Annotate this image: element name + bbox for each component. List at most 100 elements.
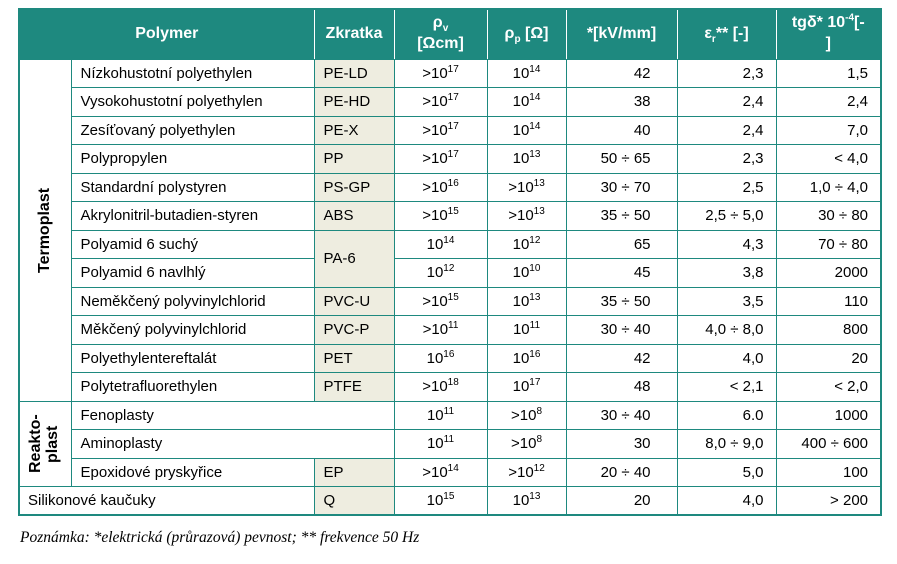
value-eps: 2,3 [676, 144, 777, 174]
abbr-cell: PVC-P [313, 315, 395, 345]
value-tgd: 400 ÷ 600 [775, 429, 882, 459]
category-label-termoplast: Termoplast [36, 187, 54, 273]
table-row: Zesíťovaný polyethylen PE-X >1017 1014 4… [19, 115, 882, 145]
value-tgd: 100 [775, 457, 882, 487]
value-tgd: 1,5 [775, 58, 882, 88]
value-eps: 4,0 [676, 486, 777, 516]
value-tgd: 110 [775, 286, 882, 316]
value-rho-p: >1013 [486, 201, 567, 231]
value-eps: 3,8 [676, 258, 777, 288]
value-rho-v: >1017 [393, 115, 488, 145]
col-header-tgd: tgδ* 10-4[-] [775, 8, 882, 60]
value-kv: 50 ÷ 65 [565, 144, 678, 174]
value-tgd: 70 ÷ 80 [775, 229, 882, 259]
value-eps: 4,0 [676, 343, 777, 373]
value-rho-v: >1016 [393, 172, 488, 202]
col-header-zkratka: Zkratka [313, 8, 395, 60]
table-row: Silikonové kaučuky Q 1015 1013 20 4,0 > … [18, 486, 882, 516]
value-kv: 30 ÷ 70 [565, 172, 678, 202]
value-rho-p: >108 [486, 429, 567, 459]
value-eps: 5,0 [676, 457, 777, 487]
abbr-cell: PTFE [313, 372, 395, 402]
value-rho-v: 1012 [393, 258, 488, 288]
value-tgd: 2,4 [775, 87, 882, 117]
table-row: Polyamid 6 suchý PA-6 1014 1012 65 4,3 7… [19, 229, 882, 288]
col-header-rho-p: ρp [Ω] [486, 8, 567, 60]
value-rho-p: 1017 [486, 372, 567, 402]
value-tgd: 30 ÷ 80 [775, 201, 882, 231]
polymer-name: Nízkohustotní polyethylen [70, 58, 315, 88]
value-tgd: 7,0 [775, 115, 882, 145]
col-header-rho-v: ρv [Ωcm] [393, 8, 488, 60]
value-kv: 35 ÷ 50 [565, 286, 678, 316]
abbr-cell: ABS [313, 201, 395, 231]
abbr-cell: PET [313, 343, 395, 373]
footnote: Poznámka: *elektrická (průrazová) pevnos… [20, 529, 420, 546]
value-rho-p: 1013 [486, 486, 567, 516]
table-row: Vysokohustotní polyethylen PE-HD >1017 1… [19, 87, 882, 117]
value-eps: 3,5 [676, 286, 777, 316]
col-header-kv: *[kV/mm] [565, 8, 678, 60]
polymer-name: Polytetrafluorethylen [70, 372, 315, 402]
value-eps: 8,0 ÷ 9,0 [676, 429, 777, 459]
value-rho-p: 1013 [486, 144, 567, 174]
table-row: Neměkčený polyvinylchlorid PVC-U >1015 1… [19, 286, 882, 316]
value-eps: 2,4 [676, 87, 777, 117]
value-tgd: 1000 [775, 400, 882, 430]
polymer-name: Polyamid 6 navlhlý [70, 258, 315, 288]
polymer-name: Epoxidové pryskyřice [70, 457, 315, 487]
polymer-name: Zesíťovaný polyethylen [70, 115, 315, 145]
value-eps: 2,3 [676, 58, 777, 88]
col-header-polymer: Polymer [18, 8, 315, 60]
table-row: Akrylonitril-butadien-styren ABS >1015 >… [19, 201, 882, 231]
abbr-cell: PE-X [313, 115, 395, 145]
value-rho-p: 1012 [486, 229, 567, 259]
category-cell-termoplast: Termoplast [18, 58, 72, 402]
value-rho-v: >1017 [393, 58, 488, 88]
value-rho-p: 1016 [486, 343, 567, 373]
value-rho-v: >1017 [393, 87, 488, 117]
polymer-name: Neměkčený polyvinylchlorid [70, 286, 315, 316]
value-eps: 2,4 [676, 115, 777, 145]
value-rho-v: 1011 [393, 400, 488, 430]
value-kv: 30 [565, 429, 678, 459]
table-row: Aminoplasty 1011 >108 30 8,0 ÷ 9,0 400 ÷… [19, 429, 882, 459]
polymer-name: Měkčený polyvinylchlorid [70, 315, 315, 345]
polymer-name: Silikonové kaučuky [18, 486, 315, 516]
value-kv: 35 ÷ 50 [565, 201, 678, 231]
polymer-name: Polypropylen [70, 144, 315, 174]
value-rho-v: 1011 [393, 429, 488, 459]
value-kv: 20 ÷ 40 [565, 457, 678, 487]
table-row: Epoxidové pryskyřice EP >1014 >1012 20 ÷… [19, 457, 882, 487]
value-tgd: < 2,0 [775, 372, 882, 402]
polymer-name: Polyamid 6 suchý [70, 229, 315, 259]
value-rho-v: >1014 [393, 457, 488, 487]
polymer-name: Akrylonitril-butadien-styren [70, 201, 315, 231]
abbr-cell: Q [313, 486, 395, 516]
value-eps: 2,5 ÷ 5,0 [676, 201, 777, 231]
table-row: Polytetrafluorethylen PTFE >1018 1017 48… [19, 372, 882, 402]
value-kv: 45 [565, 258, 678, 288]
value-rho-v: >1011 [393, 315, 488, 345]
header-row: Polymer Zkratka ρv [Ωcm] ρp [Ω] *[kV/mm] … [18, 8, 882, 60]
table-row: Standardní polystyren PS-GP >1016 >1013 … [19, 172, 882, 202]
polymer-name: Standardní polystyren [70, 172, 315, 202]
value-rho-v: >1017 [393, 144, 488, 174]
value-eps: 2,5 [676, 172, 777, 202]
value-kv: 48 [565, 372, 678, 402]
table-row: Termoplast Nízkohustotní polyethylen PE-… [18, 58, 882, 402]
value-rho-v: >1015 [393, 201, 488, 231]
value-rho-p: 1011 [486, 315, 567, 345]
value-kv: 30 ÷ 40 [565, 400, 678, 430]
abbr-cell: PVC-U [313, 286, 395, 316]
value-tgd: 20 [775, 343, 882, 373]
value-rho-p: 1014 [486, 115, 567, 145]
value-tgd: 2000 [775, 258, 882, 288]
polymer-properties-table: Polymer Zkratka ρv [Ωcm] ρp [Ω] *[kV/mm] … [18, 8, 883, 516]
value-eps: 4,0 ÷ 8,0 [676, 315, 777, 345]
value-rho-p: >1012 [486, 457, 567, 487]
value-eps: < 2,1 [676, 372, 777, 402]
value-rho-v: 1015 [393, 486, 488, 516]
abbr-cell: PE-HD [313, 87, 395, 117]
abbr-cell: PP [313, 144, 395, 174]
